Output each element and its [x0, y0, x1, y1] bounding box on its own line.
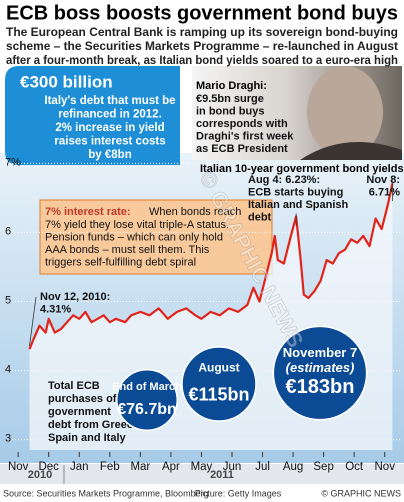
annotation-leader: [29, 296, 37, 347]
bubbles-title: Spain and Italy: [48, 432, 127, 444]
x-tick-label: Nov: [375, 461, 396, 473]
y-tick-label: 5: [5, 294, 11, 306]
photo-text: in bond buys: [196, 105, 264, 117]
photo-text: €9.5bn surge: [196, 93, 264, 105]
photo-suit: [300, 142, 402, 160]
photo-text: as ECB President: [196, 143, 288, 155]
x-tick-label: May: [191, 461, 213, 473]
bubble-label: November 7: [283, 345, 357, 360]
annotation: 4.31%: [40, 303, 71, 315]
footer-credit: © GRAPHIC NEWS: [321, 488, 401, 498]
rate-text: AAA bonds – must sell them. This: [45, 244, 210, 256]
bubble: [116, 369, 178, 431]
x-tick-label: Nov: [8, 461, 29, 473]
annotation: Nov 8:: [366, 174, 400, 186]
info-text: refinanced in 2012.: [58, 109, 162, 121]
subtitle: scheme – the Securities Markets Programm…: [6, 41, 398, 53]
x-tick-label: Mar: [130, 461, 150, 473]
x-tick-label: Oct: [345, 461, 364, 473]
info-text: Italy's debt that must be: [44, 95, 175, 107]
rate-text: When bonds reach: [149, 206, 241, 218]
bubbles-title: government: [48, 406, 111, 418]
year-band: [0, 464, 404, 484]
subtitle: after a four-month break, as Italian bon…: [6, 55, 398, 67]
annotation: Italian and Spanish: [248, 199, 349, 211]
bubble-value: €76.7bn: [117, 401, 177, 418]
rate-box: [39, 199, 273, 275]
x-tick-label: Apr: [162, 461, 180, 473]
bubbles-title: Total ECB: [48, 380, 100, 392]
bubble-label: August: [198, 361, 239, 375]
x-tick-label: Jun: [223, 461, 242, 473]
info-text: 2% increase in yield: [55, 122, 164, 134]
info-box: [5, 66, 180, 165]
y-tick-label: 7%: [5, 156, 21, 168]
content: ECB boss boosts government bond buys The …: [3, 2, 404, 498]
bubble-note: (estimates): [286, 360, 355, 375]
bubble: [272, 325, 368, 421]
bubble-value: €183bn: [286, 376, 355, 398]
info-text: by €8bn: [88, 149, 131, 161]
x-tick-label: Sep: [313, 461, 333, 473]
x-tick-label: Feb: [100, 461, 120, 473]
rate-text: Pension funds – which can only hold: [45, 231, 223, 243]
info-heading: €300 billion: [20, 72, 113, 91]
y-tick-label: 4: [5, 363, 11, 375]
info-text: raises interest costs: [54, 136, 165, 148]
bubbles-title: debt from Greece,: [48, 419, 142, 431]
subtitle: The European Central Bank is ramping up …: [6, 27, 398, 39]
rate-text: triggers self-fulfilling debt spiral: [45, 256, 196, 268]
annotation: Nov 12, 2010:: [40, 291, 110, 303]
year-label: 2011: [210, 469, 234, 481]
annotation: 6.71%: [369, 186, 400, 198]
footer-source: Source: Securities Markets Programme, Bl…: [3, 488, 209, 498]
x-tick-label: Aug: [283, 461, 303, 473]
title: ECB boss boosts government bond buys: [6, 2, 398, 24]
photo-text: Draghi's first week: [196, 130, 294, 142]
annotation: Aug 4: 6.23%:: [248, 174, 320, 186]
x-tick-label: Jul: [255, 461, 270, 473]
rate-heading: 7% interest rate:: [45, 206, 131, 218]
bubble: [181, 346, 257, 422]
bubble-value: €115bn: [188, 385, 249, 405]
annotation: ECB starts buying: [248, 186, 343, 198]
x-tick-label: Jan: [70, 461, 89, 473]
year-label: 2010: [28, 469, 52, 481]
bubble-label: End of March: [112, 381, 182, 393]
footer-picture: Picture: Getty Images: [195, 488, 282, 498]
line: [28, 183, 394, 350]
rate-text: 7% yield they lose vital triple-A status…: [45, 219, 229, 231]
photo-face: [307, 66, 383, 158]
y-tick-label: 6: [5, 225, 11, 237]
photo-heading: Mario Draghi:: [196, 80, 267, 92]
x-tick-label: Dec: [38, 461, 59, 473]
bubbles-title: purchases of: [48, 393, 117, 405]
y-tick-label: 3: [5, 433, 11, 445]
chart-title: Italian 10-year government bond yields: [200, 163, 404, 175]
photo-text: corresponds with: [196, 118, 288, 130]
annotation: debt: [248, 211, 272, 223]
